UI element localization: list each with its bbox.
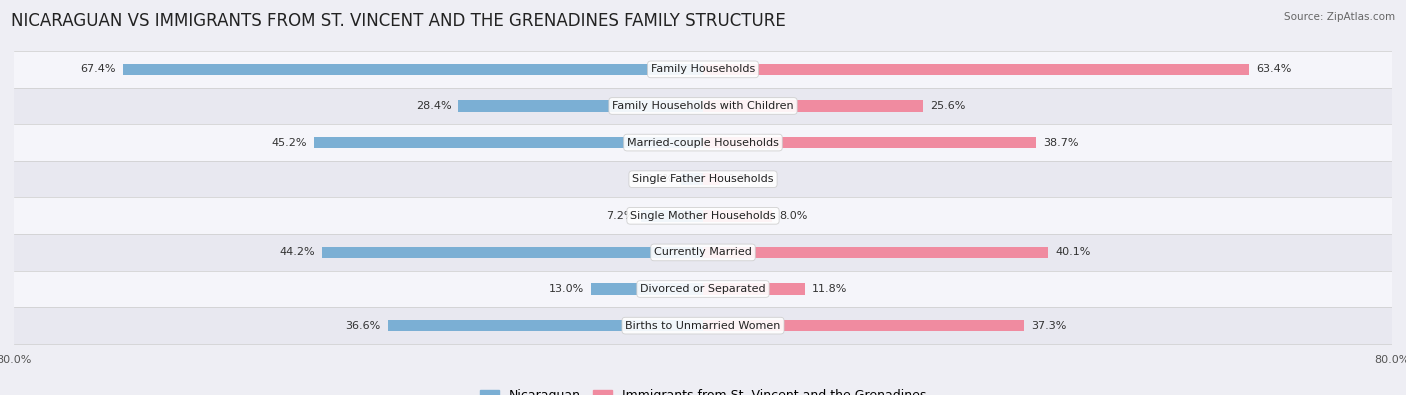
Bar [14,198,1392,234]
Bar [14,88,1392,124]
Text: Single Mother Households: Single Mother Households [630,211,776,221]
Text: Divorced or Separated: Divorced or Separated [640,284,766,294]
Bar [703,320,1024,331]
Text: 38.7%: 38.7% [1043,137,1078,148]
Bar [641,210,703,222]
Text: 63.4%: 63.4% [1256,64,1291,74]
Bar [591,283,703,295]
Bar [314,137,703,149]
Bar [703,173,720,185]
Bar [14,161,1392,198]
Text: 36.6%: 36.6% [346,321,381,331]
Text: 45.2%: 45.2% [271,137,307,148]
Bar [703,283,804,295]
Text: 7.2%: 7.2% [606,211,634,221]
Bar [14,271,1392,307]
Text: 2.6%: 2.6% [645,174,673,184]
Bar [322,246,703,258]
Bar [703,210,772,222]
Bar [14,51,1392,88]
Text: Married-couple Households: Married-couple Households [627,137,779,148]
Bar [122,64,703,75]
Bar [681,173,703,185]
Text: 37.3%: 37.3% [1031,321,1067,331]
Bar [703,100,924,112]
Text: 8.0%: 8.0% [779,211,807,221]
Text: Single Father Households: Single Father Households [633,174,773,184]
Text: 40.1%: 40.1% [1056,247,1091,258]
Bar [458,100,703,112]
Text: Family Households with Children: Family Households with Children [612,101,794,111]
Bar [703,64,1249,75]
Text: Currently Married: Currently Married [654,247,752,258]
Bar [388,320,703,331]
Bar [14,234,1392,271]
Text: 13.0%: 13.0% [548,284,583,294]
Bar [14,307,1392,344]
Legend: Nicaraguan, Immigrants from St. Vincent and the Grenadines: Nicaraguan, Immigrants from St. Vincent … [475,384,931,395]
Bar [14,124,1392,161]
Text: 67.4%: 67.4% [80,64,115,74]
Text: 2.0%: 2.0% [727,174,755,184]
Text: 28.4%: 28.4% [416,101,451,111]
Text: 25.6%: 25.6% [931,101,966,111]
Text: 44.2%: 44.2% [280,247,315,258]
Text: Source: ZipAtlas.com: Source: ZipAtlas.com [1284,12,1395,22]
Text: NICARAGUAN VS IMMIGRANTS FROM ST. VINCENT AND THE GRENADINES FAMILY STRUCTURE: NICARAGUAN VS IMMIGRANTS FROM ST. VINCEN… [11,12,786,30]
Text: Family Households: Family Households [651,64,755,74]
Text: 11.8%: 11.8% [811,284,846,294]
Bar [703,246,1049,258]
Bar [703,137,1036,149]
Text: Births to Unmarried Women: Births to Unmarried Women [626,321,780,331]
